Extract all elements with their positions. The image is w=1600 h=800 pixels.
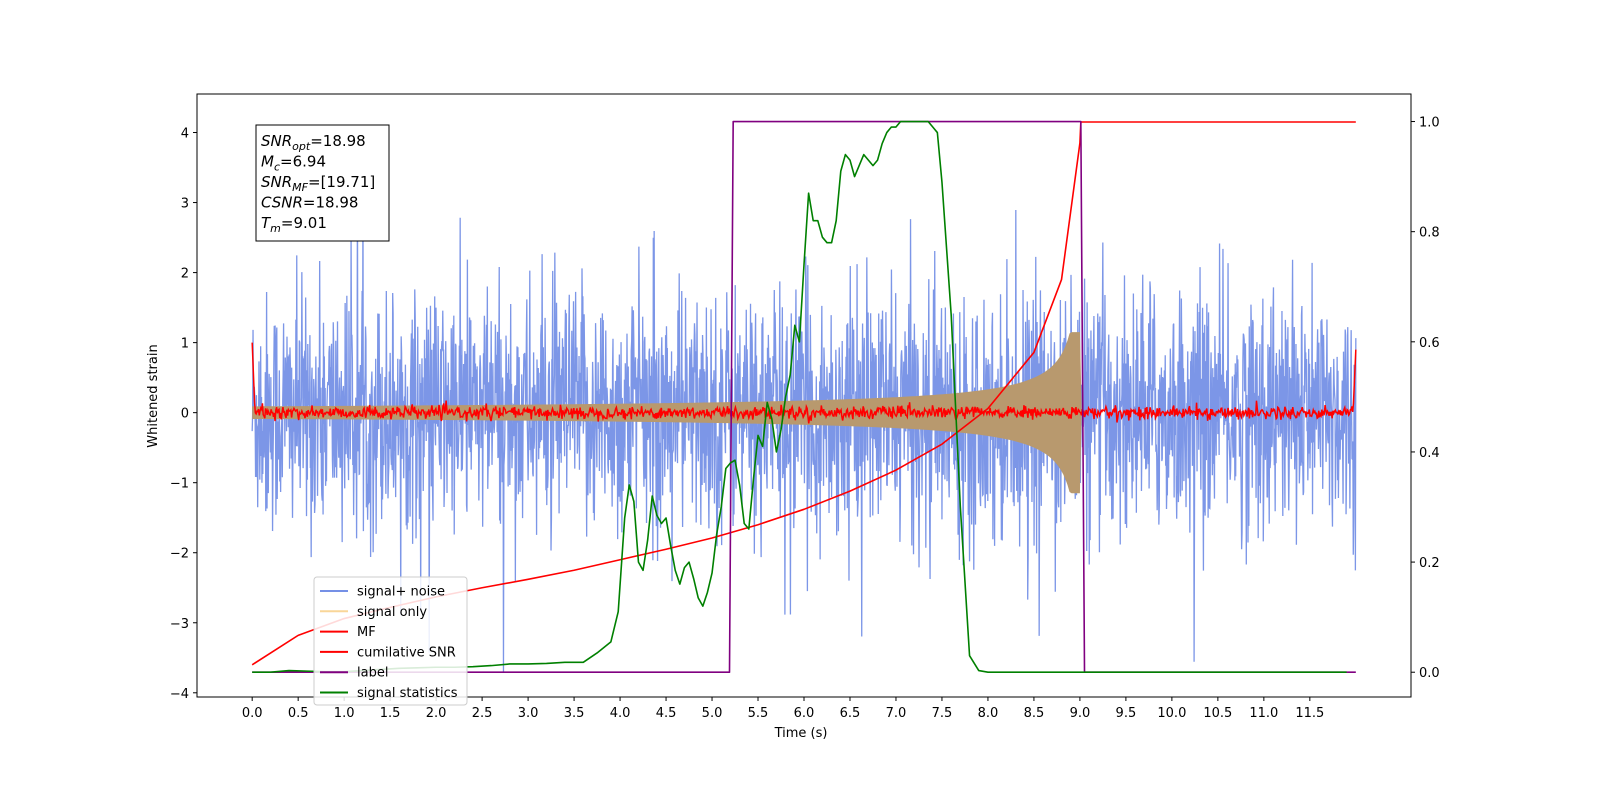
series-mf xyxy=(251,342,1357,424)
y-tick-label: −3 xyxy=(170,617,189,632)
legend-label: signal+ noise xyxy=(357,585,445,600)
x-tick-label: 3.0 xyxy=(518,706,539,721)
legend-label: cumilative SNR xyxy=(357,645,456,660)
y-tick-label: −4 xyxy=(170,687,189,702)
annotation-line: Mc=6.94 xyxy=(261,153,326,174)
annotation-subscript: m xyxy=(270,222,281,235)
x-tick-label: 10.0 xyxy=(1157,706,1186,721)
legend-label: signal only xyxy=(357,605,427,620)
legend-item: MF xyxy=(320,625,376,640)
series-signal-noise xyxy=(251,186,1357,672)
x-tick-label: 8.0 xyxy=(978,706,999,721)
legend-item: signal+ noise xyxy=(320,585,445,600)
annotation-value: =6.94 xyxy=(280,153,326,171)
y2-tick-label: 0.0 xyxy=(1419,666,1440,681)
annotation-subscript: MF xyxy=(292,181,308,194)
legend: signal+ noise signal only MF cumilative SNR… xyxy=(313,576,468,706)
legend-label: label xyxy=(357,666,388,681)
x-tick-label: 7.5 xyxy=(932,706,953,721)
x-tick-label: 10.5 xyxy=(1203,706,1232,721)
annotation-value: =[19.71] xyxy=(308,173,375,191)
annotation-symbol: SNR xyxy=(261,132,292,150)
x-tick-label: 6.0 xyxy=(794,706,815,721)
x-tick-label: 2.0 xyxy=(426,706,447,721)
annotation-subscript: c xyxy=(274,161,280,174)
y2-tick-label: 0.4 xyxy=(1419,446,1440,461)
y2-tick-label: 1.0 xyxy=(1419,116,1440,131)
annotation-symbol: CSNR xyxy=(261,194,303,212)
x-tick-label: 9.5 xyxy=(1116,706,1137,721)
annotation-subscript: opt xyxy=(292,140,311,153)
legend-item: signal only xyxy=(320,605,427,620)
x-tick-label: 5.0 xyxy=(702,706,723,721)
y-tick-label: 0 xyxy=(181,407,189,422)
legend-item: cumilative SNR xyxy=(320,645,456,660)
annotation-line: CSNR=18.98 xyxy=(261,194,358,212)
annotation-value: =18.98 xyxy=(303,194,359,212)
y-tick-label: −2 xyxy=(170,547,189,562)
y-tick-label: 1 xyxy=(181,337,189,352)
annotation-value: =18.98 xyxy=(310,132,366,150)
y-tick-label: 2 xyxy=(181,267,189,282)
x-axis: 0.0 0.5 1.0 1.5 2.0 2.5 3.0 3.5 4.0 4.5 5.0 5.5 6.0 6… xyxy=(242,697,1324,721)
x-axis-label: Time (s) xyxy=(774,726,828,741)
y-axis-label: Whitened strain xyxy=(146,344,161,447)
y2-tick-label: 0.6 xyxy=(1419,336,1440,351)
legend-item: label xyxy=(320,666,388,681)
x-tick-label: 3.5 xyxy=(564,706,585,721)
legend-label: signal statistics xyxy=(357,686,458,701)
x-tick-label: 0.0 xyxy=(242,706,263,721)
x-tick-label: 2.5 xyxy=(472,706,493,721)
annotation-value: =9.01 xyxy=(281,214,327,232)
legend-item: signal statistics xyxy=(320,686,458,701)
x-tick-label: 4.0 xyxy=(610,706,631,721)
x-tick-label: 4.5 xyxy=(656,706,677,721)
x-tick-label: 6.5 xyxy=(840,706,861,721)
legend-label: MF xyxy=(357,625,376,640)
y-tick-label: −1 xyxy=(170,477,189,492)
annotation-line: Tm=9.01 xyxy=(261,214,327,235)
x-tick-label: 9.0 xyxy=(1070,706,1091,721)
x-tick-label: 11.5 xyxy=(1295,706,1324,721)
y-tick-label: 3 xyxy=(181,197,189,212)
annotation-line: SNRMF=[19.71] xyxy=(261,173,375,194)
y-tick-label: 4 xyxy=(181,127,189,142)
series-signal-statistics xyxy=(252,120,1347,674)
annotation-symbol: SNR xyxy=(261,173,292,191)
annotation-symbol: T xyxy=(261,214,272,232)
annotation-box: SNRopt=18.98Mc=6.94SNRMF=[19.71]CSNR=18.… xyxy=(255,124,390,242)
x-tick-label: 8.5 xyxy=(1024,706,1045,721)
y2-tick-label: 0.8 xyxy=(1419,226,1440,241)
y-axis-right: 1.0 0.8 0.6 0.4 0.2 0.0 xyxy=(1411,116,1440,681)
x-tick-label: 5.5 xyxy=(748,706,769,721)
x-tick-label: 1.0 xyxy=(334,706,355,721)
x-tick-label: 11.0 xyxy=(1249,706,1278,721)
x-tick-label: 1.5 xyxy=(380,706,401,721)
x-tick-label: 0.5 xyxy=(288,706,309,721)
y2-tick-label: 0.2 xyxy=(1419,556,1440,571)
annotation-symbol: M xyxy=(261,153,274,171)
y-axis-left: 4 3 2 1 0 −1 −2 −3 −4 xyxy=(170,127,197,702)
annotation-line: SNRopt=18.98 xyxy=(261,132,366,153)
x-tick-label: 7.0 xyxy=(886,706,907,721)
